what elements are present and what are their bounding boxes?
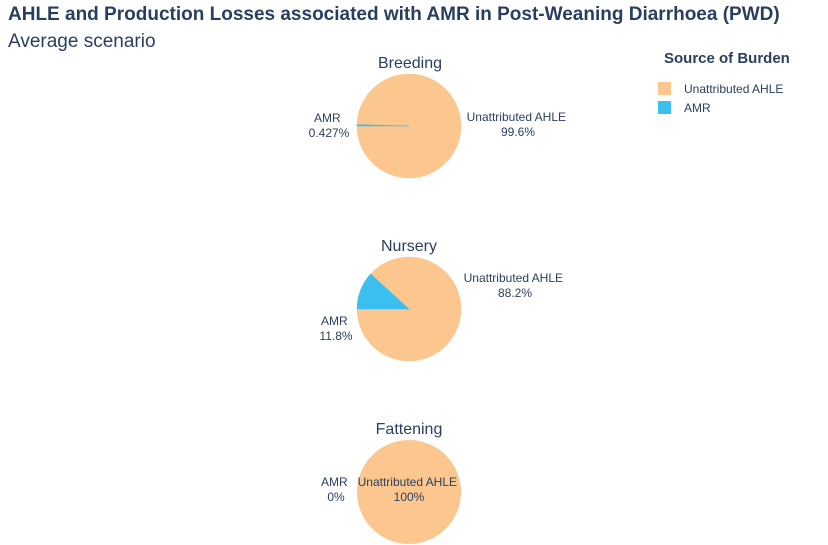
pie-label-nursery-amr: AMR 11.8%: [319, 314, 352, 343]
pie-label-name: Unattributed AHLE: [467, 110, 566, 124]
chart-subtitle: Average scenario: [8, 31, 156, 52]
pie-label-percent: 0%: [327, 490, 345, 504]
pie-slice-amr[interactable]: [356, 273, 410, 310]
pie-label-name: Unattributed AHLE: [464, 271, 563, 285]
pie-slices-fattening: [357, 440, 461, 544]
pie-label-name: AMR: [321, 475, 348, 489]
pie-label-name: Unattributed AHLE: [358, 475, 457, 489]
pie-label-percent: 11.8%: [319, 329, 352, 343]
legend-item-amr[interactable]: AMR: [656, 98, 790, 117]
pie-label-percent: 99.6%: [501, 125, 535, 139]
pie-label-percent: 88.2%: [498, 286, 532, 300]
pie-slices-nursery: [356, 256, 462, 362]
legend-swatch-amr: [658, 101, 671, 114]
pie-slices-breeding: [356, 73, 462, 179]
legend-label: AMR: [684, 100, 711, 115]
legend: Source of Burden Unattributed AHLE AMR: [656, 50, 790, 117]
legend-title: Source of Burden: [664, 50, 790, 67]
pie-fattening: Fattening Unattributed AHLE 100% AMR 0%: [321, 421, 461, 544]
pie-label-breeding-unattributed: Unattributed AHLE 99.6%: [467, 110, 570, 139]
legend-swatch-unattributed-ahle: [658, 82, 671, 95]
pie-label-nursery-unattributed: Unattributed AHLE 88.2%: [464, 271, 567, 300]
pie-slice-unattributed-ahle[interactable]: [357, 440, 461, 544]
chart-title: AHLE and Production Losses associated wi…: [8, 4, 780, 25]
pie-label-name: AMR: [314, 111, 341, 125]
pie-slice-amr[interactable]: [356, 124, 410, 127]
pie-nursery: Nursery Unattributed AHLE 88.2% AMR 11.8…: [319, 238, 567, 362]
pie-label-breeding-amr: AMR 0.427%: [309, 111, 350, 140]
pie-label-name: AMR: [321, 314, 348, 328]
pie-label-fattening-amr: AMR 0%: [321, 475, 351, 504]
pie-breeding: Breeding Unattributed AHLE 99.6% AMR 0.4…: [309, 55, 570, 179]
legend-item-unattributed-ahle[interactable]: Unattributed AHLE: [656, 79, 790, 98]
pie-title-breeding: Breeding: [378, 55, 442, 72]
pie-label-fattening-unattributed: Unattributed AHLE 100%: [358, 475, 461, 504]
pie-title-fattening: Fattening: [376, 421, 443, 438]
pie-label-percent: 100%: [394, 490, 425, 504]
pie-label-percent: 0.427%: [309, 126, 350, 140]
legend-label: Unattributed AHLE: [684, 81, 784, 96]
pie-title-nursery: Nursery: [381, 238, 437, 255]
